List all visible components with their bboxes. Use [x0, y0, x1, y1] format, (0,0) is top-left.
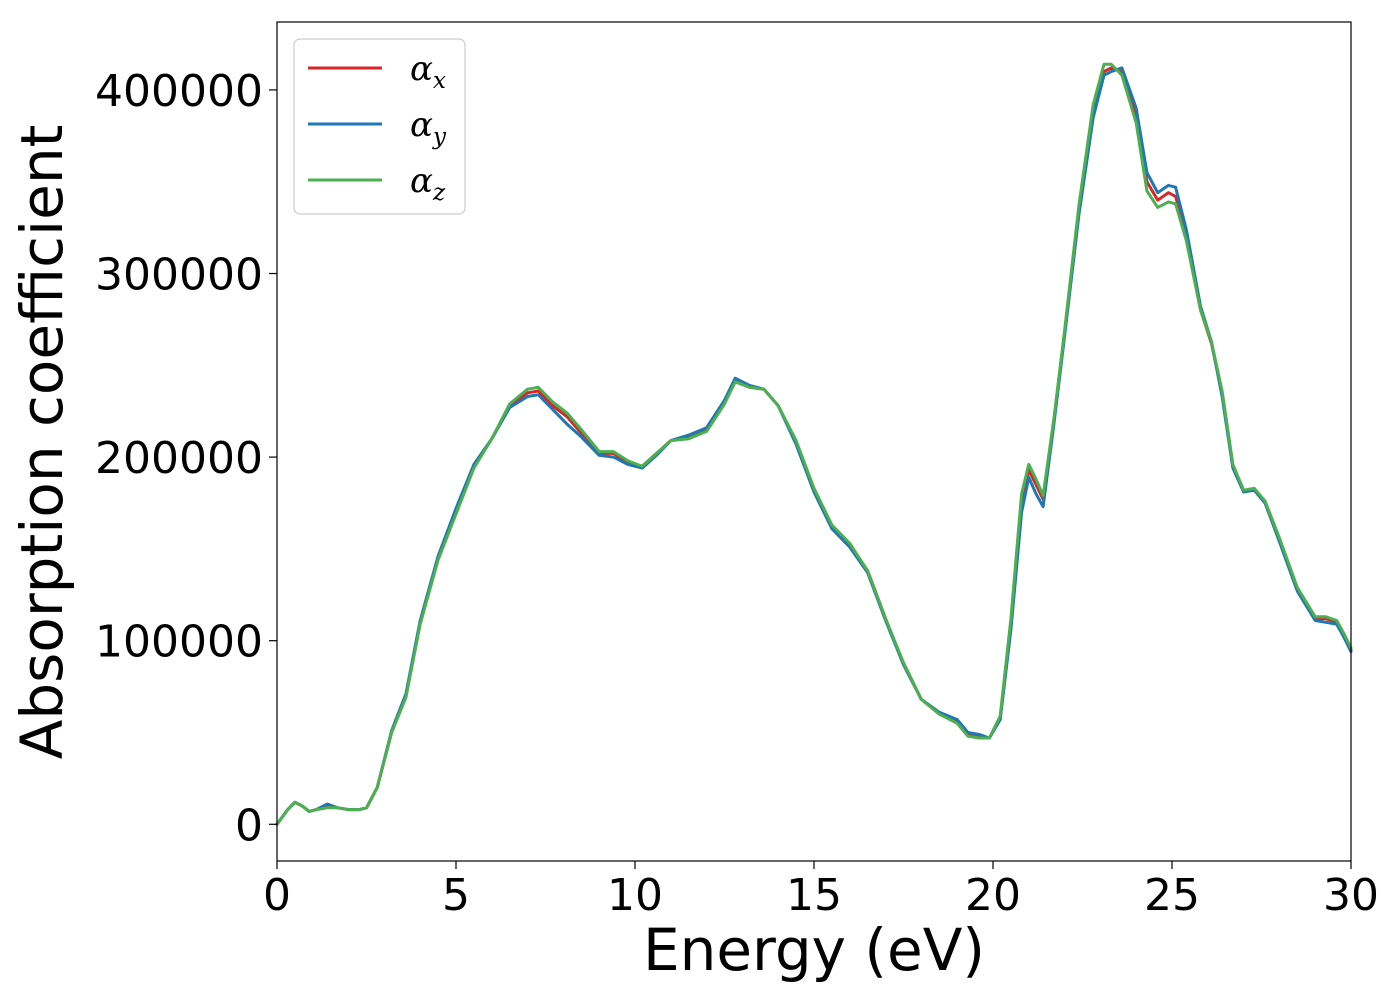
legend-label: αy	[410, 105, 447, 150]
y-tick-label: 0	[235, 800, 263, 851]
x-tick-label: 15	[786, 870, 842, 921]
legend-label-base: α	[410, 161, 433, 201]
legend-label-subscript: y	[432, 124, 447, 150]
legend-entry-alpha-x: αx	[308, 49, 446, 94]
legend-label-subscript: x	[433, 68, 446, 94]
x-axis-label: Energy (eV)	[643, 916, 985, 984]
x-tick-label: 20	[965, 870, 1021, 921]
legend-label-base: α	[410, 49, 433, 89]
x-tick-label: 5	[442, 870, 470, 921]
legend-label: αz	[410, 161, 446, 206]
legend-label: αx	[410, 49, 446, 94]
legend-label-base: α	[410, 105, 433, 145]
y-axis-label: Absorption coefficient	[8, 125, 76, 760]
series-layer	[275, 62, 1353, 826]
y-tick-label: 200000	[95, 433, 263, 484]
legend-entry-alpha-y: αy	[308, 105, 447, 150]
y-tick-label: 100000	[95, 617, 263, 668]
x-tick-label: 30	[1323, 870, 1379, 921]
x-tick-label: 0	[263, 870, 291, 921]
legend-box	[293, 38, 466, 215]
legend-entry-alpha-z: αz	[308, 161, 446, 206]
y-tick-label: 300000	[95, 250, 263, 301]
x-axis: 0 5 10 15 20 25 30	[263, 861, 1379, 921]
series-alpha-z-line	[275, 62, 1353, 826]
legend-label-subscript: z	[432, 180, 446, 206]
y-axis: 0 100000 200000 300000 400000	[95, 66, 277, 851]
y-tick-label: 400000	[95, 66, 263, 117]
x-tick-label: 25	[1144, 870, 1200, 921]
x-tick-label: 10	[607, 870, 663, 921]
